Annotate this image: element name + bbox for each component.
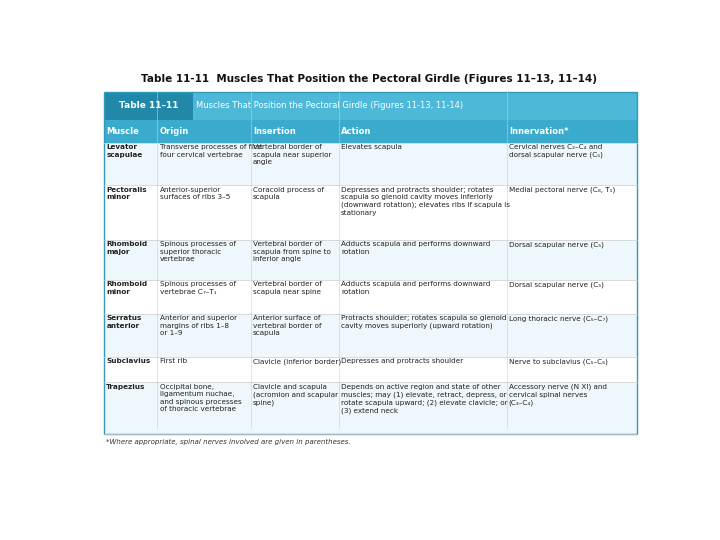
- Text: Long thoracic nerve (C₅–C₇): Long thoracic nerve (C₅–C₇): [509, 315, 608, 322]
- Text: Rhomboid
major: Rhomboid major: [107, 241, 148, 255]
- Text: Pectoralis
minor: Pectoralis minor: [107, 187, 147, 200]
- Text: Clavicle (inferior border): Clavicle (inferior border): [253, 358, 341, 365]
- Text: Clavicle and scapula
(acromion and scapular
spine): Clavicle and scapula (acromion and scapu…: [253, 384, 338, 406]
- Bar: [104, 314, 637, 357]
- Text: First rib: First rib: [160, 358, 186, 365]
- Bar: [104, 143, 637, 185]
- Text: Adducts scapula and performs downward
rotation: Adducts scapula and performs downward ro…: [341, 241, 490, 255]
- Bar: [104, 240, 637, 280]
- Text: Levator
scapulae: Levator scapulae: [107, 144, 143, 158]
- Text: Anterior surface of
vertebral border of
scapula: Anterior surface of vertebral border of …: [253, 315, 321, 336]
- Text: Spinous processes of
vertebrae C₇–T₁: Spinous processes of vertebrae C₇–T₁: [160, 281, 235, 295]
- Bar: [104, 92, 637, 120]
- Text: Adducts scapula and performs downward
rotation: Adducts scapula and performs downward ro…: [341, 281, 490, 295]
- Text: Nerve to subclavius (C₅–C₆): Nerve to subclavius (C₅–C₆): [509, 358, 608, 365]
- Text: Insertion: Insertion: [253, 127, 296, 136]
- Text: Anterior and superior
margins of ribs 1–8
or 1–9: Anterior and superior margins of ribs 1–…: [160, 315, 237, 336]
- Bar: [104, 92, 193, 120]
- Bar: [104, 185, 637, 240]
- Text: Muscle: Muscle: [107, 127, 139, 136]
- Text: Coracoid process of
scapula: Coracoid process of scapula: [253, 187, 324, 200]
- Text: Subclavius: Subclavius: [107, 358, 150, 365]
- Bar: [104, 357, 637, 382]
- Bar: [104, 120, 637, 143]
- Text: Medial pectoral nerve (C₈, T₁): Medial pectoral nerve (C₈, T₁): [509, 187, 615, 193]
- Text: Origin: Origin: [160, 127, 189, 136]
- Text: Vertebral border of
scapula near superior
angle: Vertebral border of scapula near superio…: [253, 144, 331, 165]
- Text: Depresses and protracts shoulder; rotates
scapula so glenoid cavity moves inferi: Depresses and protracts shoulder; rotate…: [341, 187, 510, 216]
- Text: Cervical nerves C₂–C₄ and
dorsal scapular nerve (C₅): Cervical nerves C₂–C₄ and dorsal scapula…: [509, 144, 603, 158]
- Text: Table 11-11  Muscles That Position the Pectoral Girdle (Figures 11–13, 11–14): Table 11-11 Muscles That Position the Pe…: [141, 74, 597, 84]
- Text: Vertebral border of
scapula from spine to
inferior angle: Vertebral border of scapula from spine t…: [253, 241, 330, 262]
- Text: Anterior-superior
surfaces of ribs 3–5: Anterior-superior surfaces of ribs 3–5: [160, 187, 230, 200]
- Text: Elevates scapula: Elevates scapula: [341, 144, 402, 150]
- Text: Depends on active region and state of other
muscles; may (1) elevate, retract, d: Depends on active region and state of ot…: [341, 384, 508, 414]
- Text: Transverse processes of first
four cervical vertebrae: Transverse processes of first four cervi…: [160, 144, 262, 158]
- Text: Table 11–11: Table 11–11: [119, 102, 178, 111]
- Bar: [104, 280, 637, 314]
- Text: Serratus
anterior: Serratus anterior: [107, 315, 142, 329]
- Bar: [104, 382, 637, 434]
- Text: Dorsal scapular nerve (C₅): Dorsal scapular nerve (C₅): [509, 281, 603, 288]
- Bar: [104, 92, 637, 434]
- Text: Accessory nerve (N XI) and
cervical spinal nerves
(C₃–C₄): Accessory nerve (N XI) and cervical spin…: [509, 384, 607, 406]
- Text: Muscles That Position the Pectoral Girdle (Figures 11-13, 11-14): Muscles That Position the Pectoral Girdl…: [196, 102, 463, 111]
- Text: Occipital bone,
ligamentum nuchae,
and spinous processes
of thoracic vertebrae: Occipital bone, ligamentum nuchae, and s…: [160, 384, 241, 413]
- Text: Vertebral border of
scapula near spine: Vertebral border of scapula near spine: [253, 281, 322, 295]
- Text: Innervation*: Innervation*: [509, 127, 568, 136]
- Text: *Where appropriate, spinal nerves involved are given in parentheses.: *Where appropriate, spinal nerves involv…: [106, 438, 350, 444]
- Text: Depresses and protracts shoulder: Depresses and protracts shoulder: [341, 358, 463, 365]
- Text: Spinous processes of
superior thoracic
vertebrae: Spinous processes of superior thoracic v…: [160, 241, 235, 262]
- Text: Trapezius: Trapezius: [107, 384, 145, 390]
- Text: Protracts shoulder; rotates scapula so glenoid
cavity moves superiorly (upward r: Protracts shoulder; rotates scapula so g…: [341, 315, 506, 329]
- Text: Rhomboid
minor: Rhomboid minor: [107, 281, 148, 295]
- Text: Dorsal scapular nerve (C₅): Dorsal scapular nerve (C₅): [509, 241, 603, 248]
- Text: Action: Action: [341, 127, 372, 136]
